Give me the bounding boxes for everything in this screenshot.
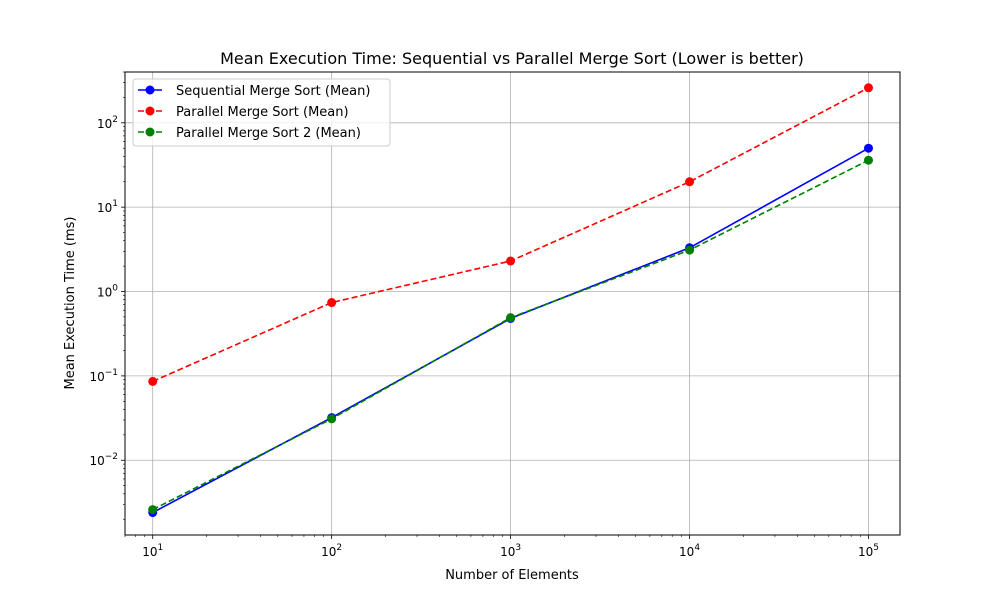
- legend-marker: [145, 127, 155, 137]
- x-tick-label: 103: [500, 543, 521, 559]
- legend-label: Sequential Merge Sort (Mean): [176, 84, 370, 99]
- y-tick-label: 101: [97, 199, 118, 215]
- data-point: [327, 298, 337, 308]
- x-tick-exponent: 3: [515, 543, 521, 553]
- y-tick-base: 10: [89, 454, 104, 468]
- data-point: [148, 505, 158, 515]
- legend-marker: [145, 85, 155, 95]
- y-tick-base: 10: [89, 370, 104, 384]
- series-3: [148, 155, 873, 515]
- x-tick-base: 10: [858, 545, 873, 559]
- legend-item: Sequential Merge Sort (Mean): [138, 84, 370, 99]
- y-tick-base: 10: [97, 117, 112, 131]
- y-tick-exponent: 2: [112, 115, 118, 125]
- data-point: [685, 245, 695, 255]
- y-tick-exponent: −2: [105, 452, 118, 462]
- data-point: [685, 177, 695, 187]
- x-tick-exponent: 4: [694, 543, 700, 553]
- y-tick-label: 100: [97, 284, 118, 300]
- x-tick-label: 104: [679, 543, 700, 559]
- x-tick-label: 101: [142, 543, 163, 559]
- legend-marker: [145, 106, 155, 116]
- data-point: [148, 376, 158, 386]
- x-tick-base: 10: [321, 545, 336, 559]
- y-tick-base: 10: [97, 201, 112, 215]
- plot-frame: [124, 71, 901, 536]
- data-point: [506, 256, 516, 266]
- data-point: [863, 83, 873, 93]
- y-tick-exponent: 1: [112, 199, 118, 209]
- y-tick-label: 10−2: [89, 452, 118, 468]
- grid: [125, 72, 900, 535]
- x-axis-label: Number of Elements: [445, 568, 579, 583]
- x-axis: 101 102 103 104 105: [124, 535, 879, 559]
- data-point: [327, 414, 337, 424]
- x-tick-base: 10: [679, 545, 694, 559]
- y-tick-exponent: −1: [105, 368, 118, 378]
- data-point: [506, 313, 516, 323]
- series-2: [148, 83, 873, 386]
- x-tick-exponent: 2: [336, 543, 342, 553]
- legend-label: Parallel Merge Sort (Mean): [176, 105, 349, 120]
- x-tick-exponent: 1: [157, 543, 163, 553]
- legend-box: [132, 78, 391, 147]
- x-tick-label: 102: [321, 543, 342, 559]
- legend: Sequential Merge Sort (Mean) Parallel Mer…: [132, 78, 391, 147]
- y-tick-label: 102: [97, 115, 118, 131]
- x-tick-base: 10: [142, 545, 157, 559]
- y-tick-exponent: 0: [112, 284, 118, 294]
- data-point: [863, 155, 873, 165]
- data-point: [863, 143, 873, 153]
- x-tick-base: 10: [500, 545, 515, 559]
- chart-title: Mean Execution Time: Sequential vs Paral…: [220, 49, 804, 68]
- y-tick-base: 10: [97, 286, 112, 300]
- legend-item: Parallel Merge Sort (Mean): [138, 105, 349, 120]
- y-tick-label: 10−1: [89, 368, 118, 384]
- legend-item: Parallel Merge Sort 2 (Mean): [138, 126, 361, 141]
- legend-label: Parallel Merge Sort 2 (Mean): [176, 126, 361, 141]
- x-tick-label: 105: [858, 543, 879, 559]
- y-axis-label: Mean Execution Time (ms): [63, 216, 78, 389]
- x-tick-exponent: 5: [873, 543, 879, 553]
- series-layer: [148, 83, 873, 518]
